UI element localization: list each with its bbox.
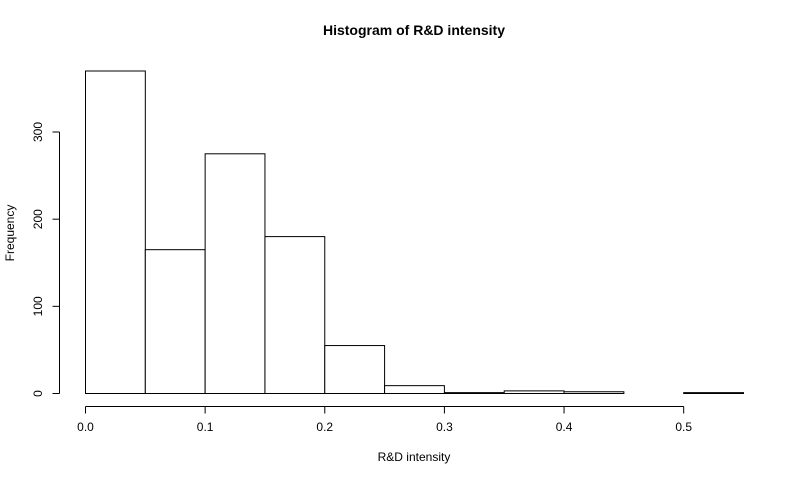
histogram-bar	[563, 391, 625, 394]
histogram-bar	[324, 345, 386, 395]
x-tick-label: 0.2	[316, 420, 333, 434]
x-tick-label: 0.3	[436, 420, 453, 434]
x-tick-label: 0.4	[556, 420, 573, 434]
histogram-bar	[144, 249, 206, 394]
x-tick-label: 0.5	[675, 420, 692, 434]
y-tick-label: 200	[31, 209, 45, 229]
y-tick-label: 0	[31, 390, 45, 397]
x-axis: 0.0 0.1 0.2 0.3 0.4 0.5	[77, 406, 692, 434]
histogram-bar	[503, 390, 565, 394]
x-tick-label: 0.1	[197, 420, 214, 434]
histogram-bar	[384, 385, 445, 394]
histogram-bar	[204, 153, 266, 394]
x-axis-label: R&D intensity	[378, 450, 451, 464]
histogram-bar	[264, 236, 326, 394]
histogram-bar	[85, 70, 146, 394]
y-axis-label: Frequency	[3, 205, 17, 262]
y-tick-label: 100	[31, 296, 45, 316]
histogram-bar	[683, 392, 745, 395]
histogram-bar	[443, 392, 505, 395]
bars-layer	[85, 70, 745, 395]
chart-title: Histogram of R&D intensity	[323, 22, 505, 38]
y-tick-label: 300	[31, 122, 45, 142]
y-axis: 0 100 200 300	[31, 122, 60, 397]
x-tick-label: 0.0	[77, 420, 94, 434]
